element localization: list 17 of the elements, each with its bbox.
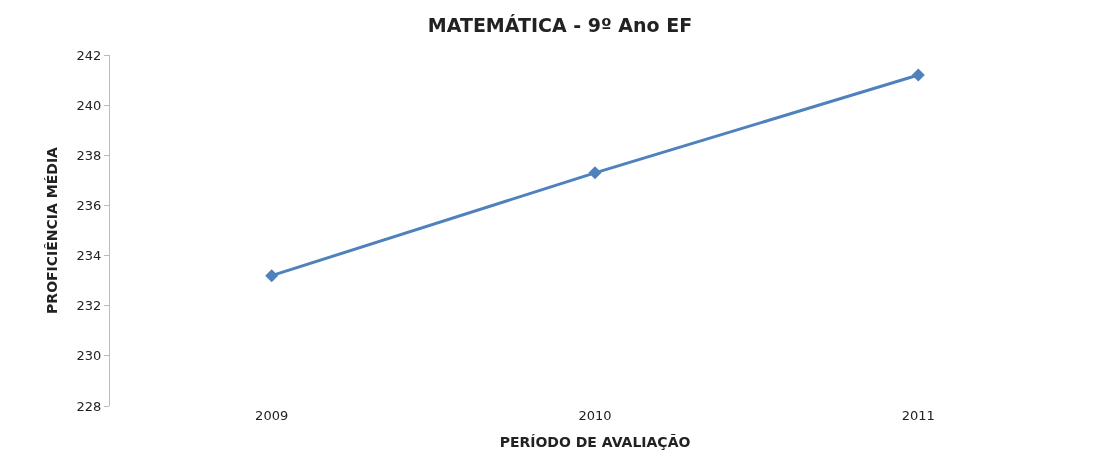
y-tick-label: 240 xyxy=(76,97,102,113)
point xyxy=(911,68,925,82)
y-tick-label: 236 xyxy=(76,197,102,213)
y-tick-label: 242 xyxy=(76,47,102,63)
y-tick-label: 238 xyxy=(76,147,102,163)
x-axis-title: PERÍODO DE AVALIAÇÃO xyxy=(499,434,691,451)
x-tick-label: 2010 xyxy=(578,408,612,423)
y-tick-label: 232 xyxy=(76,298,102,314)
point xyxy=(588,166,602,180)
x-tick-label: 2009 xyxy=(255,408,289,423)
y-tick-label: 228 xyxy=(76,398,102,414)
y-tick-label: 230 xyxy=(76,348,102,364)
y-axis-title: PROFICIÊNCIA MÉDIA xyxy=(44,146,61,314)
x-tick-label: 2011 xyxy=(901,408,935,423)
y-tick-label: 234 xyxy=(76,248,102,264)
chart-title: MATEMÁTICA - 9º Ano EF xyxy=(427,13,693,36)
point xyxy=(265,269,279,283)
